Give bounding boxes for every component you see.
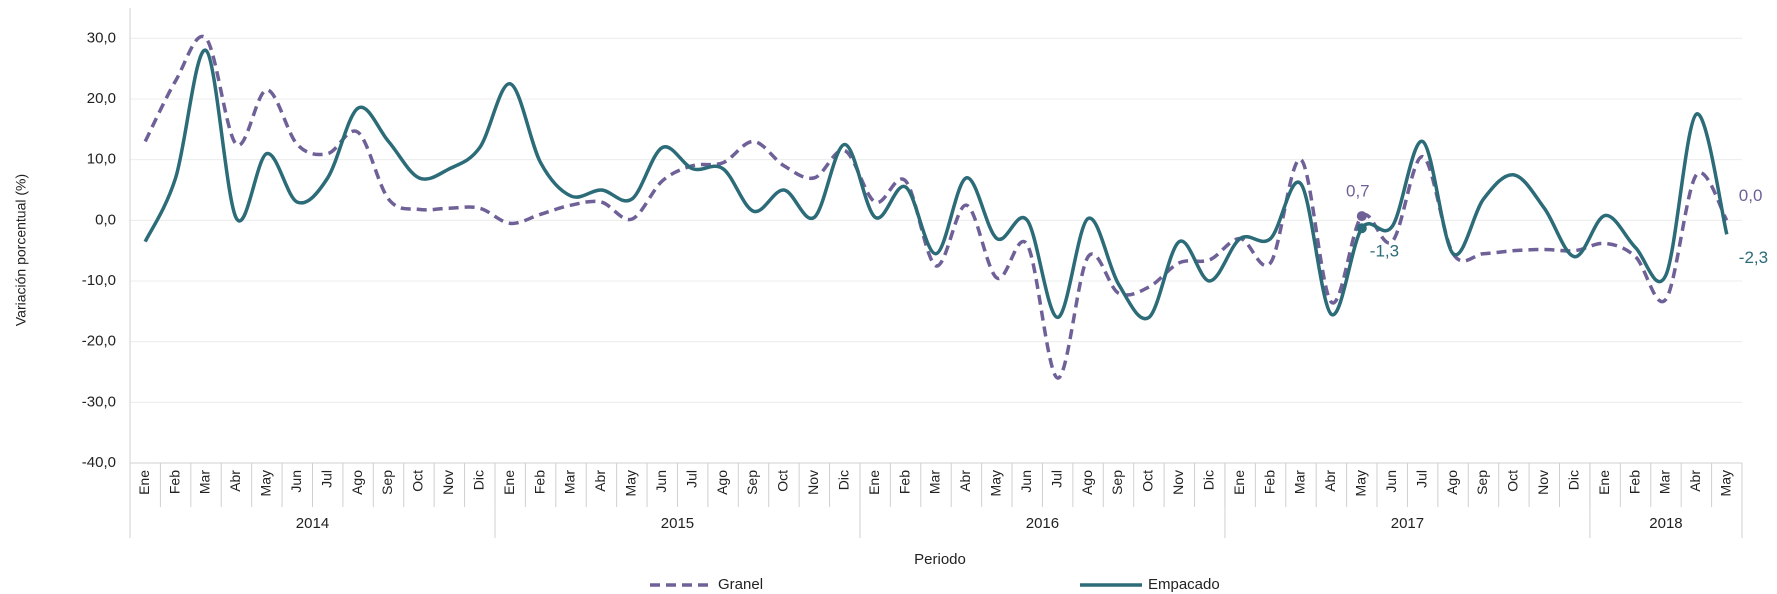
x-tick-label: Jun: [1018, 470, 1034, 493]
x-tick-label: Ene: [1596, 470, 1612, 495]
x-tick-label: May: [988, 470, 1004, 496]
x-tick-label: Feb: [166, 470, 182, 494]
x-tick-label: Ene: [136, 470, 152, 495]
y-axis-title: Variación porcentual (%): [13, 174, 29, 326]
x-tick-label: Sep: [744, 470, 760, 495]
x-tick-label: Mar: [562, 470, 578, 494]
x-tick-label: Oct: [775, 470, 791, 492]
series-line: [143, 34, 1729, 380]
x-tick-label: Dic: [1565, 470, 1581, 490]
x-tick-label: Ago: [714, 470, 730, 495]
x-tick-label: Jun: [1383, 470, 1399, 493]
x-tick-label: Sep: [1109, 470, 1125, 495]
x-tick-label: Jul: [683, 470, 699, 488]
x-tick-label: Mar: [1657, 470, 1673, 494]
x-tick-label: Nov: [805, 470, 821, 495]
x-tick-label: Mar: [927, 470, 943, 494]
x-tick-label: Feb: [896, 470, 912, 494]
year-label: 2017: [1391, 515, 1424, 532]
point-marker: [1356, 211, 1367, 222]
legend-label: Empacado: [1148, 576, 1220, 593]
x-tick-label: May: [623, 470, 639, 496]
x-tick-label: Oct: [1505, 470, 1521, 492]
x-tick-label: Dic: [470, 470, 486, 490]
data-label: 0,0: [1739, 186, 1763, 205]
x-tick-label: May: [1717, 470, 1733, 496]
y-tick-label: -30,0: [82, 393, 116, 410]
year-label: 2016: [1026, 515, 1059, 532]
y-tick-label: 0,0: [95, 211, 116, 228]
data-label: -2,3: [1739, 248, 1768, 267]
x-axis-title: Periodo: [914, 551, 966, 568]
y-tick-label: -20,0: [82, 333, 116, 350]
legend-label: Granel: [718, 576, 763, 593]
year-label: 2014: [296, 515, 329, 532]
y-tick-label: 10,0: [87, 151, 116, 168]
x-tick-label: Ago: [1079, 470, 1095, 495]
y-tick-label: -40,0: [82, 454, 116, 471]
x-tick-label: Mar: [1292, 470, 1308, 494]
x-tick-label: Jul: [1413, 470, 1429, 488]
x-tick-label: Nov: [440, 470, 456, 495]
year-label: 2015: [661, 515, 694, 532]
x-tick-label: Jun: [288, 470, 304, 493]
x-tick-label: Jul: [318, 470, 334, 488]
x-tick-label: Feb: [531, 470, 547, 494]
y-tick-label: -10,0: [82, 272, 116, 289]
x-tick-label: Dic: [1200, 470, 1216, 490]
x-tick-label: Abr: [957, 470, 973, 492]
x-tick-label: Ago: [1444, 470, 1460, 495]
x-tick-label: Oct: [1140, 470, 1156, 492]
point-marker: [1356, 223, 1367, 234]
x-tick-label: Feb: [1626, 470, 1642, 494]
x-tick-label: Abr: [1687, 470, 1703, 492]
x-tick-label: Ago: [349, 470, 365, 495]
x-tick-label: May: [258, 470, 274, 496]
x-tick-label: Nov: [1535, 470, 1551, 495]
year-label: 2018: [1649, 515, 1682, 532]
x-tick-label: Dic: [835, 470, 851, 490]
x-tick-label: Ene: [1231, 470, 1247, 495]
x-tick-label: Mar: [197, 470, 213, 494]
x-tick-label: Sep: [1474, 470, 1490, 495]
data-label: 0,7: [1346, 182, 1370, 201]
x-tick-label: Abr: [227, 470, 243, 492]
x-tick-label: Abr: [592, 470, 608, 492]
x-tick-label: May: [1353, 470, 1369, 496]
x-tick-label: Sep: [379, 470, 395, 495]
y-tick-label: 30,0: [87, 29, 116, 46]
x-tick-label: Ene: [501, 470, 517, 495]
x-tick-label: Ene: [866, 470, 882, 495]
series-line: [143, 48, 1729, 321]
data-label: -1,3: [1370, 242, 1399, 261]
x-tick-label: Abr: [1322, 470, 1338, 492]
x-tick-label: Jun: [653, 470, 669, 493]
x-tick-label: Jul: [1048, 470, 1064, 488]
x-tick-label: Oct: [410, 470, 426, 492]
x-tick-label: Nov: [1170, 470, 1186, 495]
x-tick-label: Feb: [1261, 470, 1277, 494]
y-tick-label: 20,0: [87, 90, 116, 107]
